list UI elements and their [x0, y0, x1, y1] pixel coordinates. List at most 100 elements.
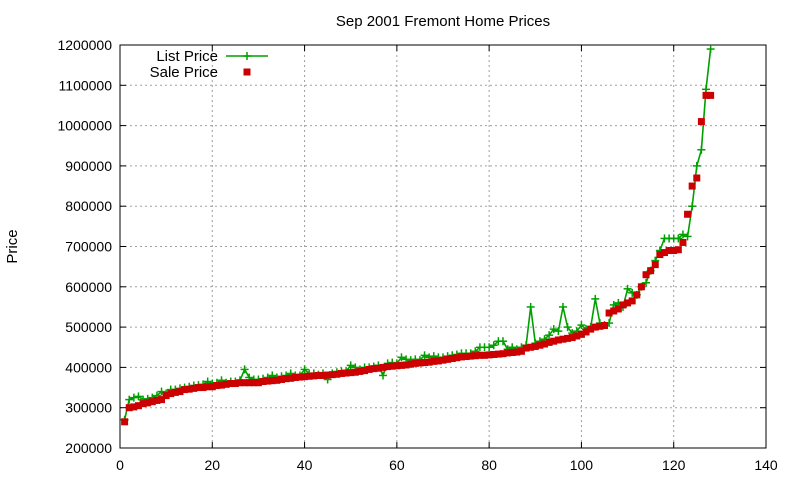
list-price-point: [134, 392, 143, 401]
list-price-point: [489, 341, 498, 350]
sale-price-point: [148, 398, 156, 406]
x-tick-label: 40: [297, 457, 313, 473]
sale-price-point: [614, 305, 622, 313]
legend-sample-sale-price: [243, 68, 251, 76]
x-tick-label: 0: [116, 457, 124, 473]
sale-price-point: [425, 358, 433, 366]
sale-price-point: [351, 368, 359, 376]
sale-price-point: [513, 348, 521, 356]
list-price-point: [591, 294, 600, 303]
x-tick-label: 80: [481, 457, 497, 473]
legend-sample-list-price: [226, 52, 268, 60]
sale-price-point: [125, 404, 133, 412]
sale-price-point: [356, 367, 364, 375]
sale-price-point: [444, 355, 452, 363]
y-tick-label: 1000000: [57, 118, 112, 134]
legend-marker-sale-price: [243, 68, 251, 76]
sale-price-point: [208, 383, 216, 391]
sale-price-point: [365, 365, 373, 373]
list-price-point: [498, 337, 507, 346]
sale-price-point: [504, 349, 512, 357]
x-tick-label: 60: [389, 457, 405, 473]
sale-price-point: [310, 372, 318, 380]
sale-price-point: [637, 283, 645, 291]
sale-price-point: [485, 351, 493, 359]
sale-price-point: [656, 251, 664, 259]
sale-price-point: [568, 334, 576, 342]
sale-price-point: [554, 336, 562, 344]
sale-price-point: [347, 369, 355, 377]
sale-price-point: [264, 377, 272, 385]
sale-price-point: [384, 363, 392, 371]
sale-price-point: [287, 374, 295, 382]
sale-price-point: [291, 373, 299, 381]
y-tick-label: 500000: [65, 319, 112, 335]
sale-price-point: [688, 182, 696, 190]
sale-price-point: [457, 353, 465, 361]
sale-price-point: [301, 373, 309, 381]
y-tick-label: 1200000: [57, 37, 112, 53]
list-price-point: [563, 323, 572, 332]
sale-price-point: [660, 249, 668, 257]
sale-price-point: [697, 118, 705, 126]
sale-price-point: [144, 399, 152, 407]
sale-price-point: [601, 321, 608, 329]
sale-price-point: [596, 322, 604, 330]
sale-price-point: [282, 375, 290, 383]
sale-price-point: [633, 291, 641, 299]
sale-price-point: [642, 271, 650, 279]
sale-price-point: [481, 351, 489, 359]
sale-price-point: [582, 328, 590, 336]
series-sale-price: [121, 91, 715, 426]
list-price-point: [697, 145, 706, 154]
sale-price-point: [702, 91, 710, 99]
sale-price-point: [471, 352, 479, 360]
sale-price-point: [328, 371, 336, 379]
sale-price-point: [527, 343, 535, 351]
x-tick-label: 120: [662, 457, 686, 473]
list-price-point: [674, 234, 683, 243]
list-price-point: [678, 230, 687, 239]
sale-price-point: [245, 379, 253, 387]
sale-price-point: [176, 388, 184, 396]
sale-price-point: [624, 299, 632, 307]
sale-price-point: [508, 348, 516, 356]
sale-price-point: [218, 381, 226, 389]
sale-price-point: [541, 340, 549, 348]
list-price-point: [683, 232, 692, 241]
y-tick-label: 700000: [65, 239, 112, 255]
sale-price-point: [305, 372, 313, 380]
sale-price-point: [268, 377, 276, 385]
sale-price-point: [610, 307, 618, 315]
sale-price-point: [222, 380, 230, 388]
sale-price-point: [278, 375, 285, 383]
sale-price-point: [254, 379, 262, 387]
sale-price-point: [674, 246, 682, 254]
sale-price-point: [490, 351, 498, 359]
sale-price-point: [679, 238, 687, 246]
sale-price-point: [361, 367, 369, 375]
sale-price-point: [587, 325, 595, 333]
sale-price-point: [374, 364, 382, 372]
sale-price-point: [647, 267, 655, 275]
legend: List Price Sale Price: [150, 48, 268, 81]
sale-price-point: [476, 351, 484, 359]
y-tick-label: 200000: [65, 440, 112, 456]
axis-layer: 200000 300000 400000 500000 600000 700000 8000…: [57, 37, 777, 473]
sale-price-point: [494, 350, 502, 358]
sale-price-point: [319, 371, 327, 379]
sale-price-point: [199, 384, 207, 392]
sale-price-point: [190, 384, 198, 392]
sale-price-point: [171, 388, 179, 396]
sale-price-point: [194, 384, 202, 392]
list-price-point: [240, 365, 249, 374]
sale-price-point: [416, 359, 424, 367]
sale-price-point: [314, 371, 322, 379]
legend-label-list-price: List Price: [156, 48, 218, 65]
sale-price-point: [550, 337, 558, 345]
list-price-point: [157, 387, 166, 396]
list-price-point: [129, 393, 138, 402]
sale-price-point: [573, 332, 581, 340]
sale-price-point: [241, 379, 249, 387]
